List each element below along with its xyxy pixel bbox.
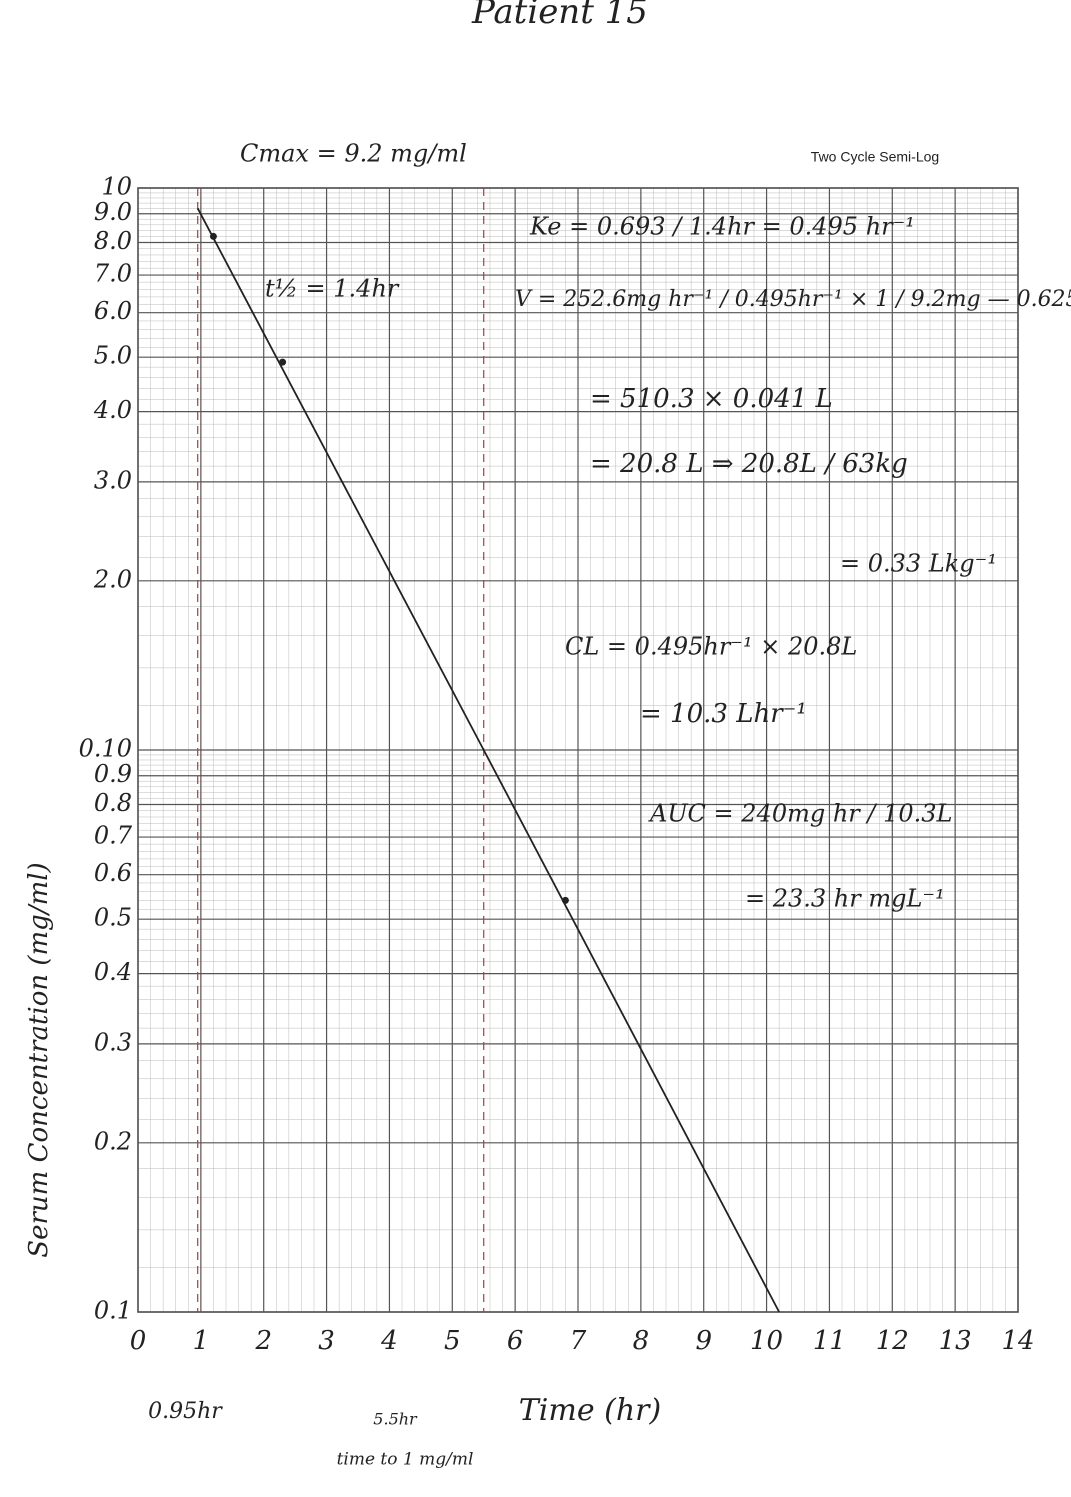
x-tick-label: 1: [193, 1326, 210, 1356]
annotation: Cmax = 9.2 mg/ml: [240, 140, 467, 168]
y-axis-label: Serum Concentration (mg/ml): [24, 862, 54, 1257]
x-tick-label: 12: [876, 1326, 909, 1356]
annotation: CL = 0.495hr⁻¹ × 20.8L: [565, 633, 857, 661]
x-tick-label: 10: [750, 1326, 783, 1356]
x-tick-label: 14: [1001, 1326, 1034, 1356]
y-tick-label: 7.0: [94, 260, 132, 288]
y-tick-label: 0.10: [79, 735, 132, 763]
data-point: [279, 358, 287, 366]
annotation: = 20.8 L ⇒ 20.8L / 63kg: [590, 449, 908, 479]
y-tick-label: 3.0: [94, 466, 132, 494]
y-tick-label: 5.0: [94, 342, 132, 370]
annotation: = 23.3 hr mgL⁻¹: [745, 885, 945, 913]
x-tick-label: 5: [444, 1326, 461, 1356]
x-tick-label: 0: [130, 1326, 147, 1356]
x-axis-label: Time (hr): [519, 1393, 661, 1428]
x-tick-label: 6: [507, 1326, 524, 1356]
y-tick-label: 0.5: [94, 904, 132, 932]
annotation: = 10.3 Lhr⁻¹: [640, 699, 807, 729]
y-tick-label: 0.6: [94, 859, 132, 887]
x-tick-label: 11: [813, 1326, 846, 1356]
y-tick-label: 0.4: [94, 958, 132, 986]
y-tick-label: 4.0: [93, 396, 132, 424]
y-tick-label: 2.0: [93, 565, 132, 593]
annotation: AUC = 240mg hr / 10.3L: [648, 800, 953, 828]
y-tick-label: 0.9: [94, 760, 132, 788]
fitted-line: [196, 207, 780, 1313]
annotation: Ke = 0.693 / 1.4hr = 0.495 hr⁻¹: [529, 213, 915, 241]
x-tick-label: 7: [570, 1326, 587, 1356]
annotation: = 510.3 × 0.041 L: [590, 384, 833, 414]
y-tick-label: 10: [101, 173, 132, 201]
y-tick-label: 8.0: [94, 227, 132, 255]
x-tick-label: 3: [318, 1326, 335, 1356]
annotation: t½ = 1.4hr: [265, 275, 400, 303]
y-tick-label: 0.1: [94, 1297, 132, 1325]
x-tick-label: 9: [695, 1326, 712, 1356]
annotation: time to 1 mg/ml: [337, 1450, 474, 1470]
chart-title: Patient 15: [471, 0, 648, 32]
x-tick-label: 2: [254, 1326, 272, 1356]
annotation: 5.5hr: [373, 1410, 418, 1429]
data-point: [561, 896, 569, 904]
y-tick-label: 0.3: [94, 1028, 132, 1056]
x-tick-label: 8: [633, 1326, 650, 1356]
annotation: 0.95hr: [148, 1399, 223, 1424]
y-tick-label: 9.0: [94, 198, 132, 226]
x-tick-label: 4: [380, 1326, 398, 1356]
y-tick-label: 0.2: [94, 1127, 132, 1155]
y-tick-label: 0.7: [94, 822, 133, 850]
y-tick-label: 6.0: [94, 297, 132, 325]
y-tick-label: 0.8: [94, 789, 132, 817]
annotation: V = 252.6mg hr⁻¹ / 0.495hr⁻¹ × 1 / 9.2mg…: [515, 287, 1071, 312]
annotation: = 0.33 Lkg⁻¹: [840, 550, 997, 578]
data-point: [209, 232, 217, 240]
x-tick-label: 13: [939, 1326, 972, 1356]
chart-subtitle: Two Cycle Semi-Log: [811, 149, 939, 165]
